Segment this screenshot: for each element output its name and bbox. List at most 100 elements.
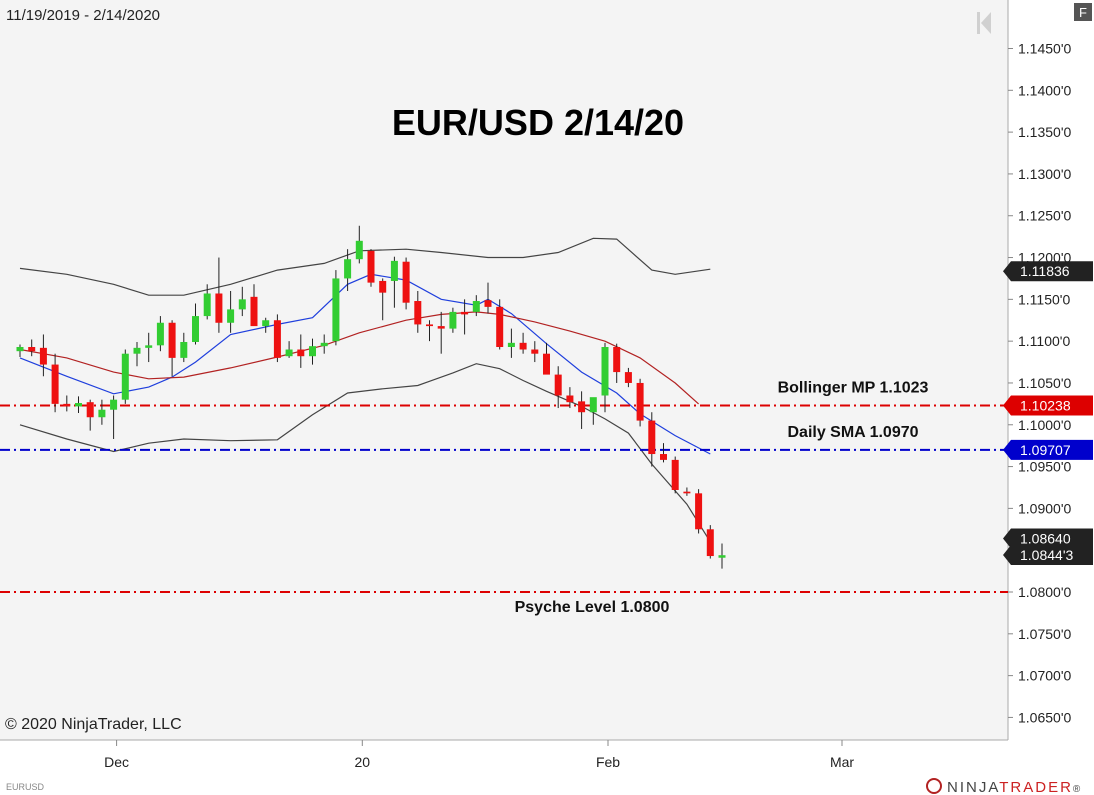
candle-body	[133, 347, 141, 354]
level-tag	[1003, 439, 1093, 460]
candle-body	[414, 301, 422, 325]
candle-body	[660, 454, 667, 460]
series-line	[19, 273, 711, 455]
scroll-start-icon[interactable]	[977, 12, 991, 34]
price-tag-label: 1.08640	[1020, 530, 1071, 546]
candle-body	[472, 301, 480, 312]
level-tag	[1003, 395, 1093, 416]
candle-body	[297, 349, 305, 357]
candle-body	[145, 345, 153, 348]
x-tick-label: Feb	[596, 754, 620, 770]
y-tick-label: 1.1150'0	[1018, 291, 1070, 307]
level-tag-label: 1.10238	[1020, 398, 1071, 414]
candle-body	[203, 293, 211, 317]
price-tag-label: 1.0844'3	[1020, 547, 1073, 563]
candle-body	[51, 364, 59, 404]
svg-text:NINJATRADER®: NINJATRADER®	[947, 779, 1082, 795]
candle-body	[461, 311, 469, 315]
series-line	[19, 363, 711, 543]
candle-body	[671, 459, 679, 490]
candle-body	[601, 347, 609, 396]
candle-body	[86, 402, 94, 418]
candle-body	[121, 353, 129, 400]
y-tick-label: 1.1250'0	[1018, 208, 1071, 224]
plot-background	[0, 0, 1008, 740]
copyright: © 2020 NinjaTrader, LLC	[5, 716, 182, 733]
price-tag-label: 1.11836	[1020, 263, 1070, 279]
candle-body	[449, 311, 457, 329]
y-tick-label: 1.1100'0	[1018, 333, 1070, 349]
grid-layer: 1.1450'0 1.1400'0 1.1350'0 1.1300'0 1.1250'0…	[104, 40, 1071, 770]
candle-body	[273, 320, 281, 358]
x-axis-background	[0, 740, 1008, 795]
logo-mark-icon	[926, 778, 942, 794]
candle-body	[110, 399, 118, 410]
candle-body	[507, 342, 515, 348]
candle-body	[566, 395, 574, 403]
logo-text-trader: TRADER	[999, 779, 1073, 795]
candle-body	[367, 250, 375, 283]
candle-body	[390, 260, 398, 281]
candle-body	[238, 299, 246, 310]
logo-registered-mark: ®	[1073, 784, 1082, 795]
price-tag	[1003, 544, 1093, 565]
y-tick-label: 1.1350'0	[1018, 124, 1071, 140]
candle-body	[402, 261, 410, 303]
candle-body	[344, 259, 352, 279]
candle-body	[320, 342, 328, 347]
candle-body	[613, 347, 621, 373]
candle-body	[250, 296, 258, 327]
y-tick-label: 1.0950'0	[1018, 459, 1071, 475]
candle-body	[426, 324, 433, 327]
candle-body	[543, 353, 550, 375]
y-tick-label: 1.1300'0	[1018, 166, 1071, 182]
f-button[interactable]: F	[1074, 3, 1092, 21]
level-tag-label: 1.09707	[1020, 442, 1071, 458]
candle-body	[695, 493, 703, 530]
candle-body	[624, 372, 632, 383]
candle-body	[531, 349, 539, 354]
y-tick-label: 1.1400'0	[1018, 82, 1071, 98]
date-range: 11/19/2019 - 2/14/2020	[6, 7, 160, 24]
candle-body	[578, 401, 586, 413]
candle-body	[706, 529, 714, 557]
y-tick-label: 1.0900'0	[1018, 500, 1071, 516]
y-tick-label: 1.0700'0	[1018, 668, 1071, 684]
band-layer	[19, 237, 711, 543]
candle-body	[636, 382, 644, 421]
candle-body	[168, 322, 176, 358]
y-tick-label: 1.0650'0	[1018, 709, 1071, 725]
candle-body	[332, 278, 340, 342]
price-tag	[1003, 528, 1093, 549]
candle-body	[496, 306, 504, 348]
price-tag	[1003, 261, 1093, 282]
candle-body	[379, 280, 387, 293]
candle-body	[98, 409, 106, 418]
candle-body	[554, 374, 562, 396]
f-button-label: F	[1079, 5, 1087, 20]
candle-body	[648, 420, 656, 455]
level-label: Psyche Level 1.0800	[515, 599, 670, 616]
candle-body	[75, 403, 82, 407]
y-tick-label: 1.0800'0	[1018, 584, 1071, 600]
candle-body	[192, 316, 199, 342]
y-tick-label: 1.1050'0	[1018, 375, 1071, 391]
candle-layer	[16, 225, 726, 569]
y-tick-label: 1.1000'0	[1018, 417, 1071, 433]
series-line	[19, 311, 699, 405]
candle-body	[39, 347, 47, 365]
candle-body	[215, 293, 223, 323]
candle-body	[180, 341, 188, 358]
x-tick-label: 20	[355, 754, 371, 770]
logo-text-ninja: NINJA	[947, 779, 999, 795]
instrument-label: EURUSD	[6, 782, 45, 792]
candle-body	[285, 349, 293, 357]
candle-body	[437, 326, 445, 329]
candle-body	[16, 347, 24, 352]
candle-body	[718, 555, 726, 558]
level-label: Bollinger MP 1.1023	[778, 380, 929, 397]
candle-body	[484, 300, 492, 307]
candle-body	[683, 491, 691, 494]
